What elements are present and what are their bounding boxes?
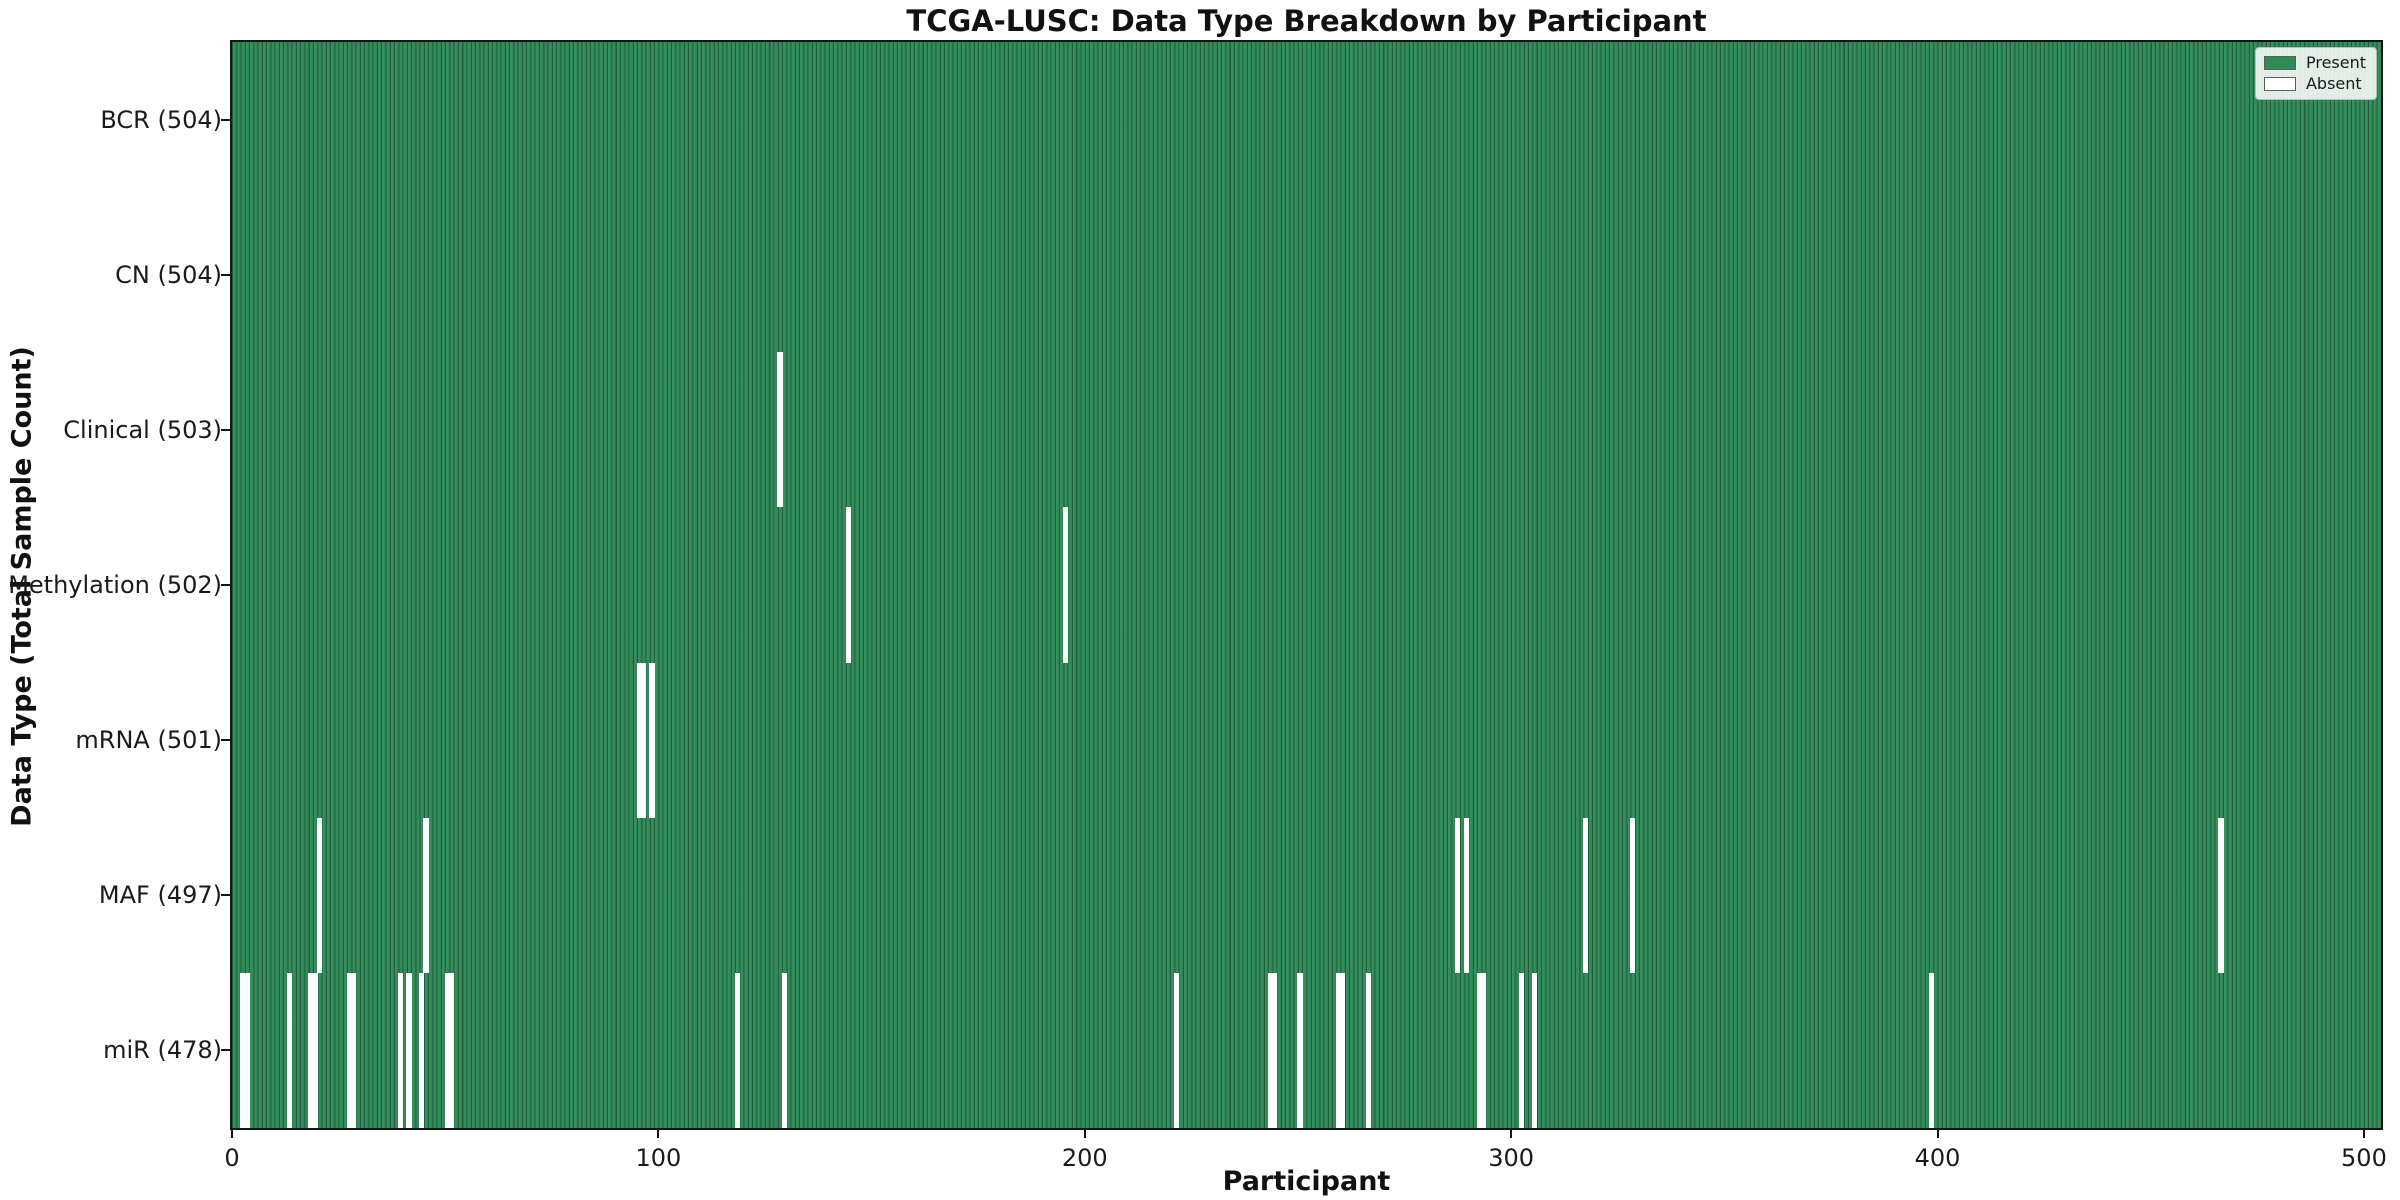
x-tick-mark xyxy=(657,1128,660,1138)
row-maf xyxy=(232,817,2381,973)
absent-bar xyxy=(1455,817,1461,973)
present-swatch xyxy=(2263,56,2296,70)
x-tick-label-400: 400 xyxy=(1914,1144,1961,1172)
absent-bar xyxy=(734,972,740,1128)
legend-item-absent: Absent xyxy=(2263,74,2366,93)
row-mrna xyxy=(232,662,2381,818)
absent-bar xyxy=(308,972,314,1128)
absent-bar xyxy=(406,972,412,1128)
y-tick-mark xyxy=(221,273,230,276)
plot-area: Present Absent BCR (504) CN (504) Clinical… xyxy=(8,40,2387,1172)
legend-item-present: Present xyxy=(2263,53,2366,72)
x-tick-mark xyxy=(231,1128,233,1138)
absent-bar xyxy=(1476,972,1482,1128)
absent-bar xyxy=(350,972,357,1128)
absent-bar xyxy=(286,972,293,1128)
absent-bar xyxy=(346,972,352,1128)
y-tick-label-mir: miR (478) xyxy=(103,1036,222,1065)
absent-bar xyxy=(1173,972,1180,1128)
x-tick-label-500: 500 xyxy=(2341,1144,2387,1172)
absent-bar xyxy=(423,817,429,973)
absent-bar xyxy=(649,662,655,818)
absent-bar xyxy=(640,662,647,818)
legend: Present Absent xyxy=(2254,47,2377,100)
y-tick-label-maf: MAF (497) xyxy=(98,881,222,910)
legend-label-absent: Absent xyxy=(2305,74,2362,93)
y-tick-mark xyxy=(221,1049,230,1052)
absent-bar xyxy=(444,972,450,1128)
absent-bar xyxy=(240,972,246,1128)
x-tick-mark xyxy=(1936,1128,1939,1138)
absent-bar xyxy=(1340,972,1346,1128)
absent-bar xyxy=(636,662,642,818)
absent-bar xyxy=(448,972,455,1128)
x-tick-label-0: 0 xyxy=(224,1144,240,1172)
y-tick-label-bcr: BCR (504) xyxy=(100,105,222,134)
y-tick-mark xyxy=(221,739,230,742)
absent-bar xyxy=(1463,817,1469,973)
x-tick-label-300: 300 xyxy=(1488,1144,1535,1172)
absent-bar xyxy=(312,972,318,1128)
absent-bar xyxy=(419,972,425,1128)
absent-bar xyxy=(397,972,404,1128)
y-tick-mark xyxy=(221,428,230,431)
y-tick-label-mrna: mRNA (501) xyxy=(75,726,222,755)
y-tick-mark xyxy=(221,118,230,121)
y-tick-mark xyxy=(221,894,230,897)
row-bcr xyxy=(232,42,2381,198)
x-tick-mark xyxy=(2362,1128,2365,1138)
y-tick-label-methylation: Methylation (502) xyxy=(8,571,222,599)
legend-label-present: Present xyxy=(2305,53,2366,72)
absent-bar xyxy=(1519,972,1525,1128)
y-tick-mark xyxy=(221,584,230,586)
x-tick-mark xyxy=(1083,1128,1086,1138)
absent-bar xyxy=(1267,972,1273,1128)
absent-bar xyxy=(1297,972,1303,1128)
absent-bar xyxy=(777,352,783,508)
y-tick-label-cn: CN (504) xyxy=(115,260,222,289)
absent-bar xyxy=(1928,972,1934,1128)
row-clinical xyxy=(232,352,2381,508)
absent-bar xyxy=(1062,507,1069,663)
absent-bar xyxy=(845,507,851,663)
row-methylation xyxy=(232,507,2381,663)
absent-bar xyxy=(781,972,787,1128)
absent-bar xyxy=(1365,972,1371,1128)
chart-title: TCGA-LUSC: Data Type Breakdown by Partic… xyxy=(906,4,1707,38)
absent-bar xyxy=(1480,972,1487,1128)
absent-bar xyxy=(1271,972,1278,1128)
x-tick-label-100: 100 xyxy=(635,1144,682,1172)
absent-bar xyxy=(1630,817,1636,973)
x-tick-label-200: 200 xyxy=(1061,1144,1108,1172)
absent-bar xyxy=(244,972,250,1128)
absent-bar xyxy=(316,817,323,973)
absent-bar xyxy=(1335,972,1342,1128)
y-tick-label-clinical: Clinical (503) xyxy=(63,415,222,444)
absent-bar xyxy=(2218,817,2224,973)
absent-swatch xyxy=(2263,77,2296,91)
x-tick-mark xyxy=(1510,1128,1513,1138)
x-axis-label: Participant xyxy=(1222,1166,1391,1197)
row-cn xyxy=(232,197,2381,353)
absent-bar xyxy=(1583,817,1589,973)
absent-bar xyxy=(1531,972,1538,1128)
row-mir xyxy=(232,972,2381,1128)
